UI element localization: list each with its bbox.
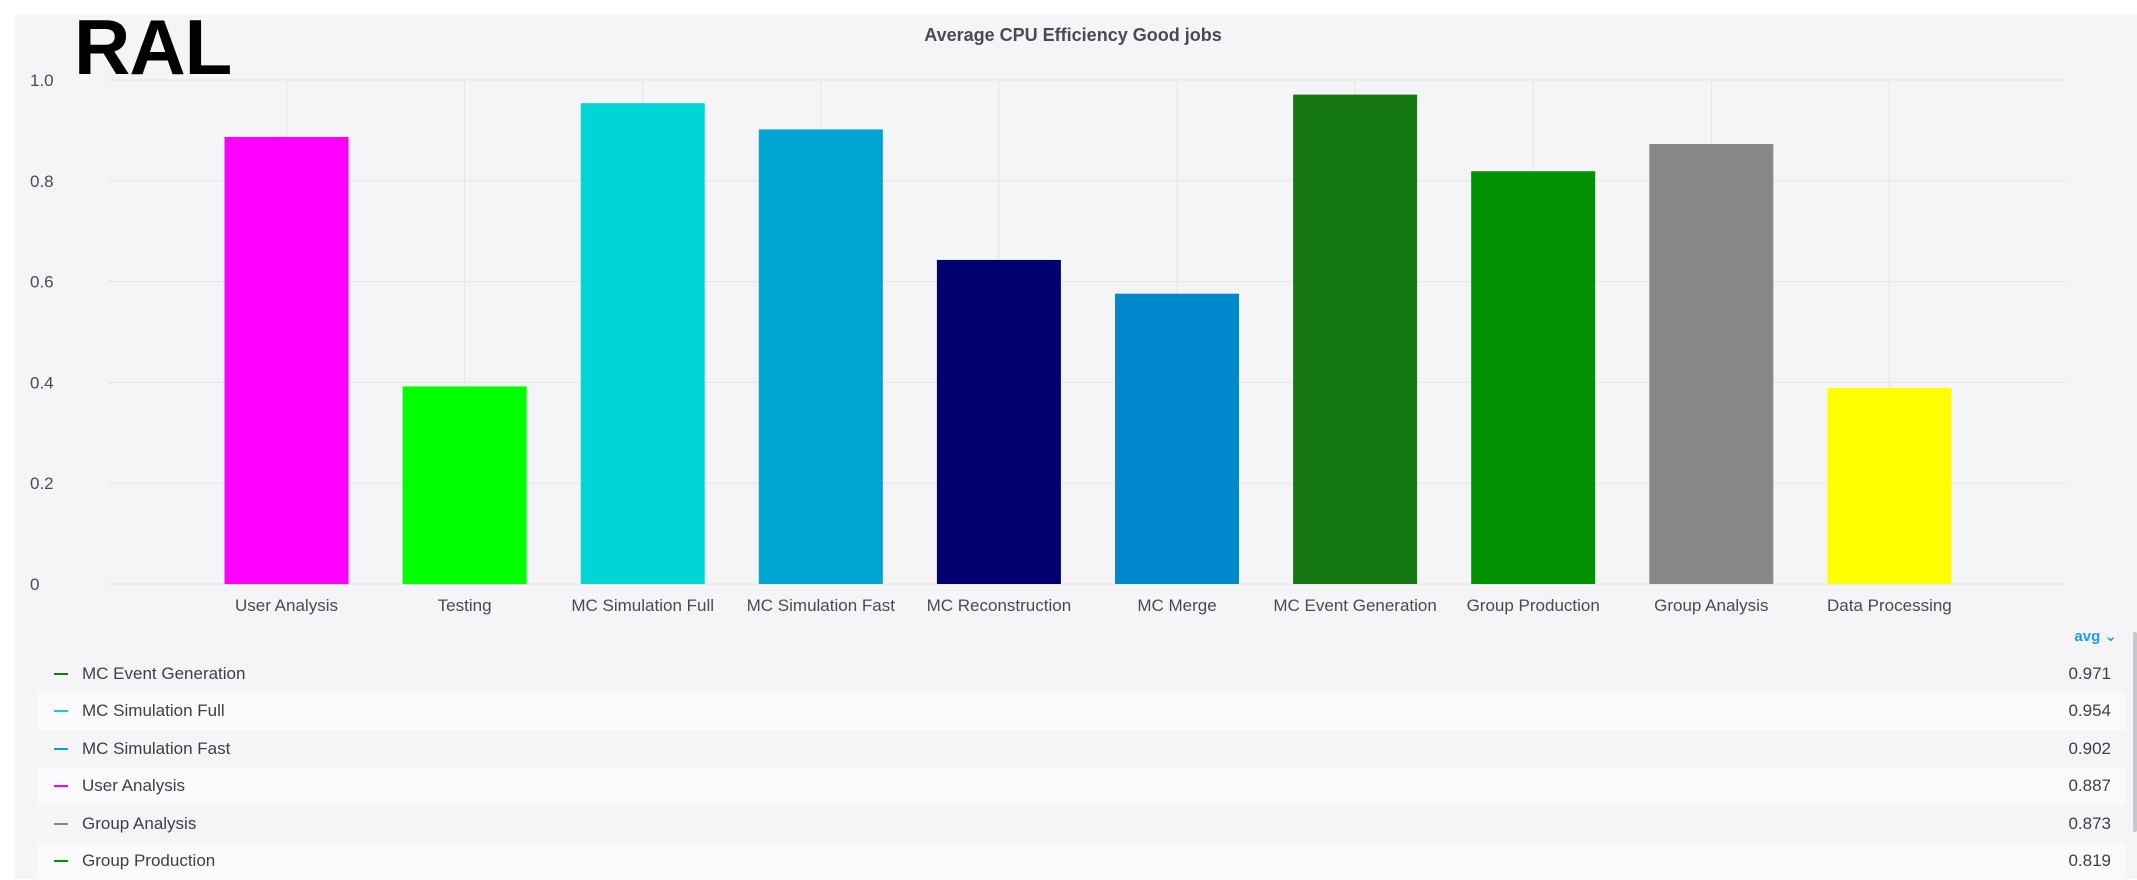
bar-mc-simulation-fast[interactable] bbox=[759, 129, 883, 584]
legend-series-name: Group Analysis bbox=[82, 814, 196, 834]
x-tick-label: User Analysis bbox=[235, 596, 338, 615]
legend-table: MC Event Generation 0.971 MC Simulation Fu… bbox=[37, 655, 2125, 880]
x-tick-label: Testing bbox=[438, 596, 492, 615]
y-tick-label: 0.6 bbox=[30, 273, 54, 292]
site-label: RAL bbox=[74, 2, 231, 92]
y-tick-label: 0.4 bbox=[30, 373, 54, 392]
legend-series-name: MC Simulation Full bbox=[82, 701, 225, 721]
legend-swatch bbox=[54, 710, 68, 712]
bar-group-production[interactable] bbox=[1471, 171, 1595, 584]
bar-mc-reconstruction[interactable] bbox=[937, 260, 1061, 584]
legend-series-value: 0.873 bbox=[2068, 814, 2111, 834]
legend-row[interactable]: Group Analysis 0.873 bbox=[37, 805, 2125, 843]
legend-row[interactable]: MC Simulation Fast 0.902 bbox=[37, 730, 2125, 768]
legend-row[interactable]: MC Simulation Full 0.954 bbox=[37, 693, 2125, 731]
legend-swatch bbox=[54, 673, 68, 675]
bar-group-analysis[interactable] bbox=[1649, 144, 1773, 584]
bar-mc-simulation-full[interactable] bbox=[581, 103, 705, 584]
legend-swatch bbox=[54, 748, 68, 750]
x-tick-label: Group Production bbox=[1467, 596, 1600, 615]
bar-mc-event-generation[interactable] bbox=[1293, 95, 1417, 584]
legend-series-name: Group Production bbox=[82, 851, 215, 871]
chart-title: Average CPU Efficiency Good jobs bbox=[924, 25, 1221, 45]
bars bbox=[225, 95, 1952, 584]
y-tick-label: 0 bbox=[30, 575, 39, 594]
y-tick-label: 1.0 bbox=[30, 71, 54, 90]
legend-row[interactable]: User Analysis 0.887 bbox=[37, 768, 2125, 806]
legend-series-value: 0.887 bbox=[2068, 776, 2111, 796]
x-tick-label: MC Merge bbox=[1137, 596, 1216, 615]
legend-calc-dropdown[interactable]: avg ⌄ bbox=[2074, 627, 2117, 645]
legend-swatch bbox=[54, 785, 68, 787]
bar-data-processing[interactable] bbox=[1827, 388, 1951, 584]
x-tick-label: MC Reconstruction bbox=[927, 596, 1072, 615]
legend-series-value: 0.819 bbox=[2068, 851, 2111, 871]
x-tick-label: MC Simulation Full bbox=[571, 596, 714, 615]
x-tick-label: Group Analysis bbox=[1654, 596, 1768, 615]
bar-testing[interactable] bbox=[403, 386, 527, 584]
legend-series-name: MC Event Generation bbox=[82, 664, 245, 684]
legend-series-value: 0.971 bbox=[2068, 664, 2111, 684]
legend-row[interactable]: MC Event Generation 0.971 bbox=[37, 655, 2125, 693]
legend-series-name: User Analysis bbox=[82, 776, 185, 796]
y-axis: 0 0.2 0.4 0.6 0.8 1.0 bbox=[30, 71, 54, 594]
x-tick-label: MC Simulation Fast bbox=[747, 596, 896, 615]
x-tick-label: MC Event Generation bbox=[1273, 596, 1436, 615]
bar-user-analysis[interactable] bbox=[225, 137, 349, 584]
legend-swatch bbox=[54, 860, 68, 862]
legend-row[interactable]: Group Production 0.819 bbox=[37, 843, 2125, 880]
x-axis: User Analysis Testing MC Simulation Full MC… bbox=[235, 596, 1952, 615]
legend-series-name: MC Simulation Fast bbox=[82, 739, 230, 759]
bar-chart: Average CPU Efficiency Good jobs 0 0.2 0.4… bbox=[0, 0, 2137, 640]
legend-series-value: 0.902 bbox=[2068, 739, 2111, 759]
legend-swatch bbox=[54, 823, 68, 825]
x-tick-label: Data Processing bbox=[1827, 596, 1952, 615]
bar-mc-merge[interactable] bbox=[1115, 294, 1239, 584]
legend-series-value: 0.954 bbox=[2068, 701, 2111, 721]
legend-scrollbar[interactable] bbox=[2133, 632, 2137, 832]
y-tick-label: 0.2 bbox=[30, 474, 54, 493]
y-tick-label: 0.8 bbox=[30, 172, 54, 191]
